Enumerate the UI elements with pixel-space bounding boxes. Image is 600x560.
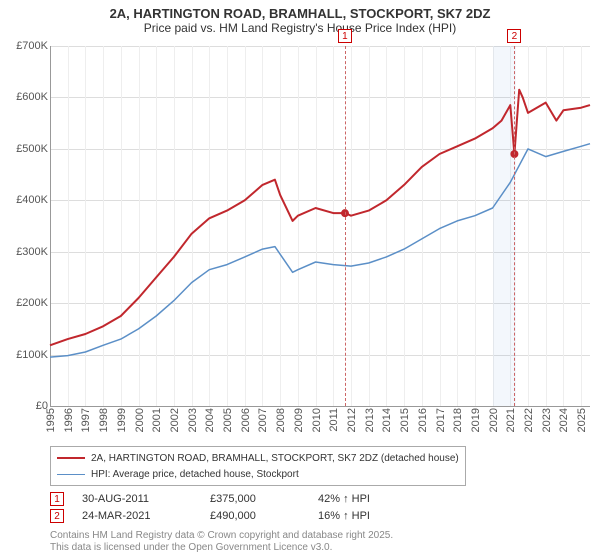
legend-row: 2A, HARTINGTON ROAD, BRAMHALL, STOCKPORT… xyxy=(57,450,459,466)
plot-area xyxy=(50,46,590,406)
series-hpi xyxy=(50,144,590,357)
sales-row: 2 24-MAR-2021 £490,000 16% ↑ HPI xyxy=(50,507,428,524)
x-tick-label: 2003 xyxy=(187,408,199,432)
y-tick-label: £700K xyxy=(2,40,48,52)
x-tick-label: 2011 xyxy=(328,408,340,432)
x-tick-label: 2019 xyxy=(470,408,482,432)
series-price_paid xyxy=(50,90,590,346)
legend-label: HPI: Average price, detached house, Stoc… xyxy=(91,469,299,480)
x-tick-label: 2022 xyxy=(523,408,535,432)
x-tick-label: 1998 xyxy=(98,408,110,432)
x-tick-label: 1996 xyxy=(63,408,75,432)
y-tick-label: £600K xyxy=(2,91,48,103)
x-tick-label: 2009 xyxy=(293,408,305,432)
y-tick-label: £100K xyxy=(2,349,48,361)
sale-marker-box: 1 xyxy=(338,29,352,43)
sale-marker-line xyxy=(345,46,346,406)
legend-label: 2A, HARTINGTON ROAD, BRAMHALL, STOCKPORT… xyxy=(91,453,459,464)
y-tick-label: £400K xyxy=(2,194,48,206)
sales-row-date: 30-AUG-2011 xyxy=(82,493,192,505)
x-tick-label: 1997 xyxy=(80,408,92,432)
legend-swatch xyxy=(57,457,85,459)
y-tick-label: £200K xyxy=(2,297,48,309)
x-tick-label: 2010 xyxy=(311,408,323,432)
x-tick-label: 2002 xyxy=(169,408,181,432)
sales-row-price: £490,000 xyxy=(210,510,300,522)
x-tick-label: 2017 xyxy=(435,408,447,432)
x-tick-label: 2023 xyxy=(541,408,553,432)
x-tick-label: 2024 xyxy=(558,408,570,432)
x-tick-label: 2006 xyxy=(240,408,252,432)
y-tick-label: £300K xyxy=(2,246,48,258)
chart-title-address: 2A, HARTINGTON ROAD, BRAMHALL, STOCKPORT… xyxy=(0,6,600,21)
legend: 2A, HARTINGTON ROAD, BRAMHALL, STOCKPORT… xyxy=(50,446,466,486)
x-tick-label: 2021 xyxy=(505,408,517,432)
sales-row-delta: 16% ↑ HPI xyxy=(318,510,428,522)
sales-row-marker: 2 xyxy=(50,509,64,523)
x-tick-label: 2025 xyxy=(576,408,588,432)
x-axis xyxy=(50,406,590,407)
x-tick-label: 2013 xyxy=(364,408,376,432)
x-tick-label: 2004 xyxy=(204,408,216,432)
sales-row-delta: 42% ↑ HPI xyxy=(318,493,428,505)
x-tick-label: 2015 xyxy=(399,408,411,432)
chart-container: { "title": { "line1": "2A, HARTINGTON RO… xyxy=(0,0,600,560)
y-tick-label: £0 xyxy=(2,400,48,412)
x-tick-label: 2012 xyxy=(346,408,358,432)
x-tick-label: 2000 xyxy=(134,408,146,432)
x-tick-label: 1995 xyxy=(45,408,57,432)
sales-row-marker: 1 xyxy=(50,492,64,506)
x-tick-label: 2020 xyxy=(488,408,500,432)
sales-row: 1 30-AUG-2011 £375,000 42% ↑ HPI xyxy=(50,490,428,507)
sales-row-price: £375,000 xyxy=(210,493,300,505)
x-tick-label: 2008 xyxy=(275,408,287,432)
sale-marker-box: 2 xyxy=(507,29,521,43)
x-tick-label: 2016 xyxy=(417,408,429,432)
y-tick-label: £500K xyxy=(2,143,48,155)
attribution-footer: Contains HM Land Registry data © Crown c… xyxy=(50,530,393,554)
sales-table: 1 30-AUG-2011 £375,000 42% ↑ HPI 2 24-MAR-202… xyxy=(50,490,428,524)
x-tick-label: 2005 xyxy=(222,408,234,432)
sale-marker-line xyxy=(514,46,515,406)
legend-row: HPI: Average price, detached house, Stoc… xyxy=(57,466,459,482)
x-tick-label: 2018 xyxy=(452,408,464,432)
x-tick-label: 2001 xyxy=(151,408,163,432)
x-tick-label: 1999 xyxy=(116,408,128,432)
footer-line1: Contains HM Land Registry data © Crown c… xyxy=(50,530,393,542)
legend-swatch xyxy=(57,474,85,475)
x-tick-label: 2007 xyxy=(257,408,269,432)
footer-line2: This data is licensed under the Open Gov… xyxy=(50,542,393,554)
sales-row-date: 24-MAR-2021 xyxy=(82,510,192,522)
x-tick-label: 2014 xyxy=(381,408,393,432)
